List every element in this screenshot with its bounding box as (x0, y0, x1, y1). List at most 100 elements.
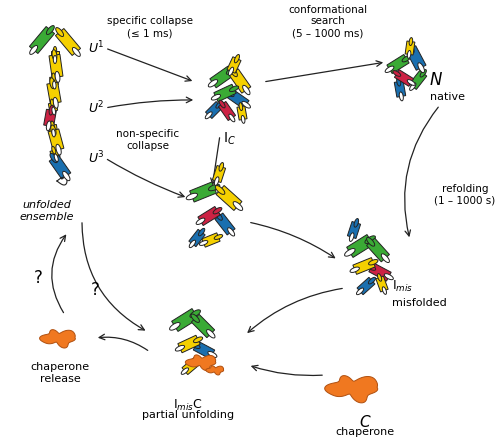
Ellipse shape (409, 37, 412, 45)
Text: specific collapse
(≤ 1 ms): specific collapse (≤ 1 ms) (107, 17, 193, 38)
Polygon shape (324, 376, 378, 403)
Polygon shape (218, 101, 236, 120)
Ellipse shape (382, 254, 390, 263)
Polygon shape (346, 235, 374, 257)
Ellipse shape (54, 154, 58, 161)
Text: U$^1$: U$^1$ (88, 40, 104, 56)
Ellipse shape (205, 112, 212, 119)
Ellipse shape (344, 248, 355, 256)
Ellipse shape (234, 54, 240, 63)
Ellipse shape (50, 121, 54, 129)
Ellipse shape (50, 153, 58, 163)
Ellipse shape (46, 25, 54, 34)
Ellipse shape (410, 83, 416, 91)
Polygon shape (189, 229, 205, 247)
Polygon shape (366, 238, 390, 262)
FancyArrowPatch shape (99, 334, 148, 351)
Ellipse shape (54, 97, 58, 108)
Ellipse shape (378, 273, 382, 281)
Polygon shape (387, 54, 409, 74)
Ellipse shape (72, 47, 80, 57)
Ellipse shape (208, 184, 220, 191)
Polygon shape (48, 103, 58, 112)
Ellipse shape (50, 99, 54, 107)
FancyArrowPatch shape (210, 138, 220, 184)
Ellipse shape (239, 103, 242, 111)
Polygon shape (216, 186, 242, 211)
Ellipse shape (56, 28, 64, 37)
Ellipse shape (52, 129, 56, 137)
Polygon shape (394, 70, 413, 87)
Ellipse shape (194, 358, 201, 364)
Ellipse shape (396, 77, 400, 86)
Polygon shape (406, 45, 426, 70)
Ellipse shape (54, 46, 56, 54)
Text: unfolded
ensemble: unfolded ensemble (20, 200, 74, 222)
Polygon shape (198, 206, 220, 226)
Ellipse shape (382, 287, 386, 294)
Ellipse shape (191, 343, 200, 348)
Ellipse shape (402, 55, 411, 62)
Text: U$^3$: U$^3$ (88, 150, 104, 166)
FancyArrowPatch shape (52, 235, 66, 313)
Ellipse shape (385, 66, 394, 73)
Ellipse shape (242, 85, 250, 95)
Text: chaperone
release: chaperone release (30, 362, 90, 384)
FancyArrowPatch shape (404, 107, 438, 236)
Ellipse shape (368, 277, 376, 284)
Text: U$^2$: U$^2$ (88, 100, 104, 116)
Polygon shape (237, 106, 247, 120)
FancyArrowPatch shape (82, 223, 144, 330)
Ellipse shape (198, 228, 205, 236)
Ellipse shape (408, 43, 414, 53)
Ellipse shape (384, 274, 394, 280)
Ellipse shape (52, 73, 56, 81)
Polygon shape (186, 355, 216, 371)
Ellipse shape (350, 267, 360, 273)
FancyArrowPatch shape (250, 223, 334, 258)
Polygon shape (44, 109, 57, 127)
Text: I$_C$: I$_C$ (224, 131, 236, 147)
Polygon shape (48, 124, 58, 133)
Ellipse shape (170, 322, 180, 330)
Ellipse shape (52, 107, 56, 115)
Ellipse shape (216, 186, 225, 194)
Ellipse shape (52, 146, 56, 154)
FancyArrowPatch shape (108, 159, 184, 197)
Polygon shape (409, 70, 427, 90)
Ellipse shape (400, 92, 404, 101)
Polygon shape (51, 50, 59, 59)
Ellipse shape (229, 114, 235, 122)
Ellipse shape (181, 368, 188, 374)
Ellipse shape (216, 101, 223, 108)
Ellipse shape (356, 288, 364, 295)
Ellipse shape (52, 81, 56, 89)
Polygon shape (56, 29, 80, 55)
Ellipse shape (213, 207, 222, 214)
Ellipse shape (216, 212, 222, 220)
Text: C: C (360, 415, 370, 430)
Polygon shape (190, 182, 216, 202)
Ellipse shape (366, 264, 376, 270)
Polygon shape (49, 54, 63, 78)
Polygon shape (227, 89, 249, 109)
Polygon shape (50, 77, 58, 85)
Polygon shape (47, 82, 61, 104)
FancyArrowPatch shape (252, 365, 322, 376)
Ellipse shape (208, 351, 217, 357)
Polygon shape (206, 102, 222, 119)
Ellipse shape (366, 237, 374, 246)
Ellipse shape (393, 70, 400, 76)
Ellipse shape (226, 90, 234, 97)
Polygon shape (215, 213, 235, 235)
Ellipse shape (194, 337, 202, 343)
Text: native: native (430, 92, 465, 102)
Polygon shape (376, 276, 388, 292)
Text: I$_{mis}$C: I$_{mis}$C (173, 398, 203, 413)
FancyArrowPatch shape (108, 97, 192, 107)
Ellipse shape (212, 95, 220, 100)
Ellipse shape (350, 233, 354, 241)
Ellipse shape (230, 86, 238, 91)
Text: ?: ? (90, 281, 100, 299)
Polygon shape (353, 258, 375, 274)
